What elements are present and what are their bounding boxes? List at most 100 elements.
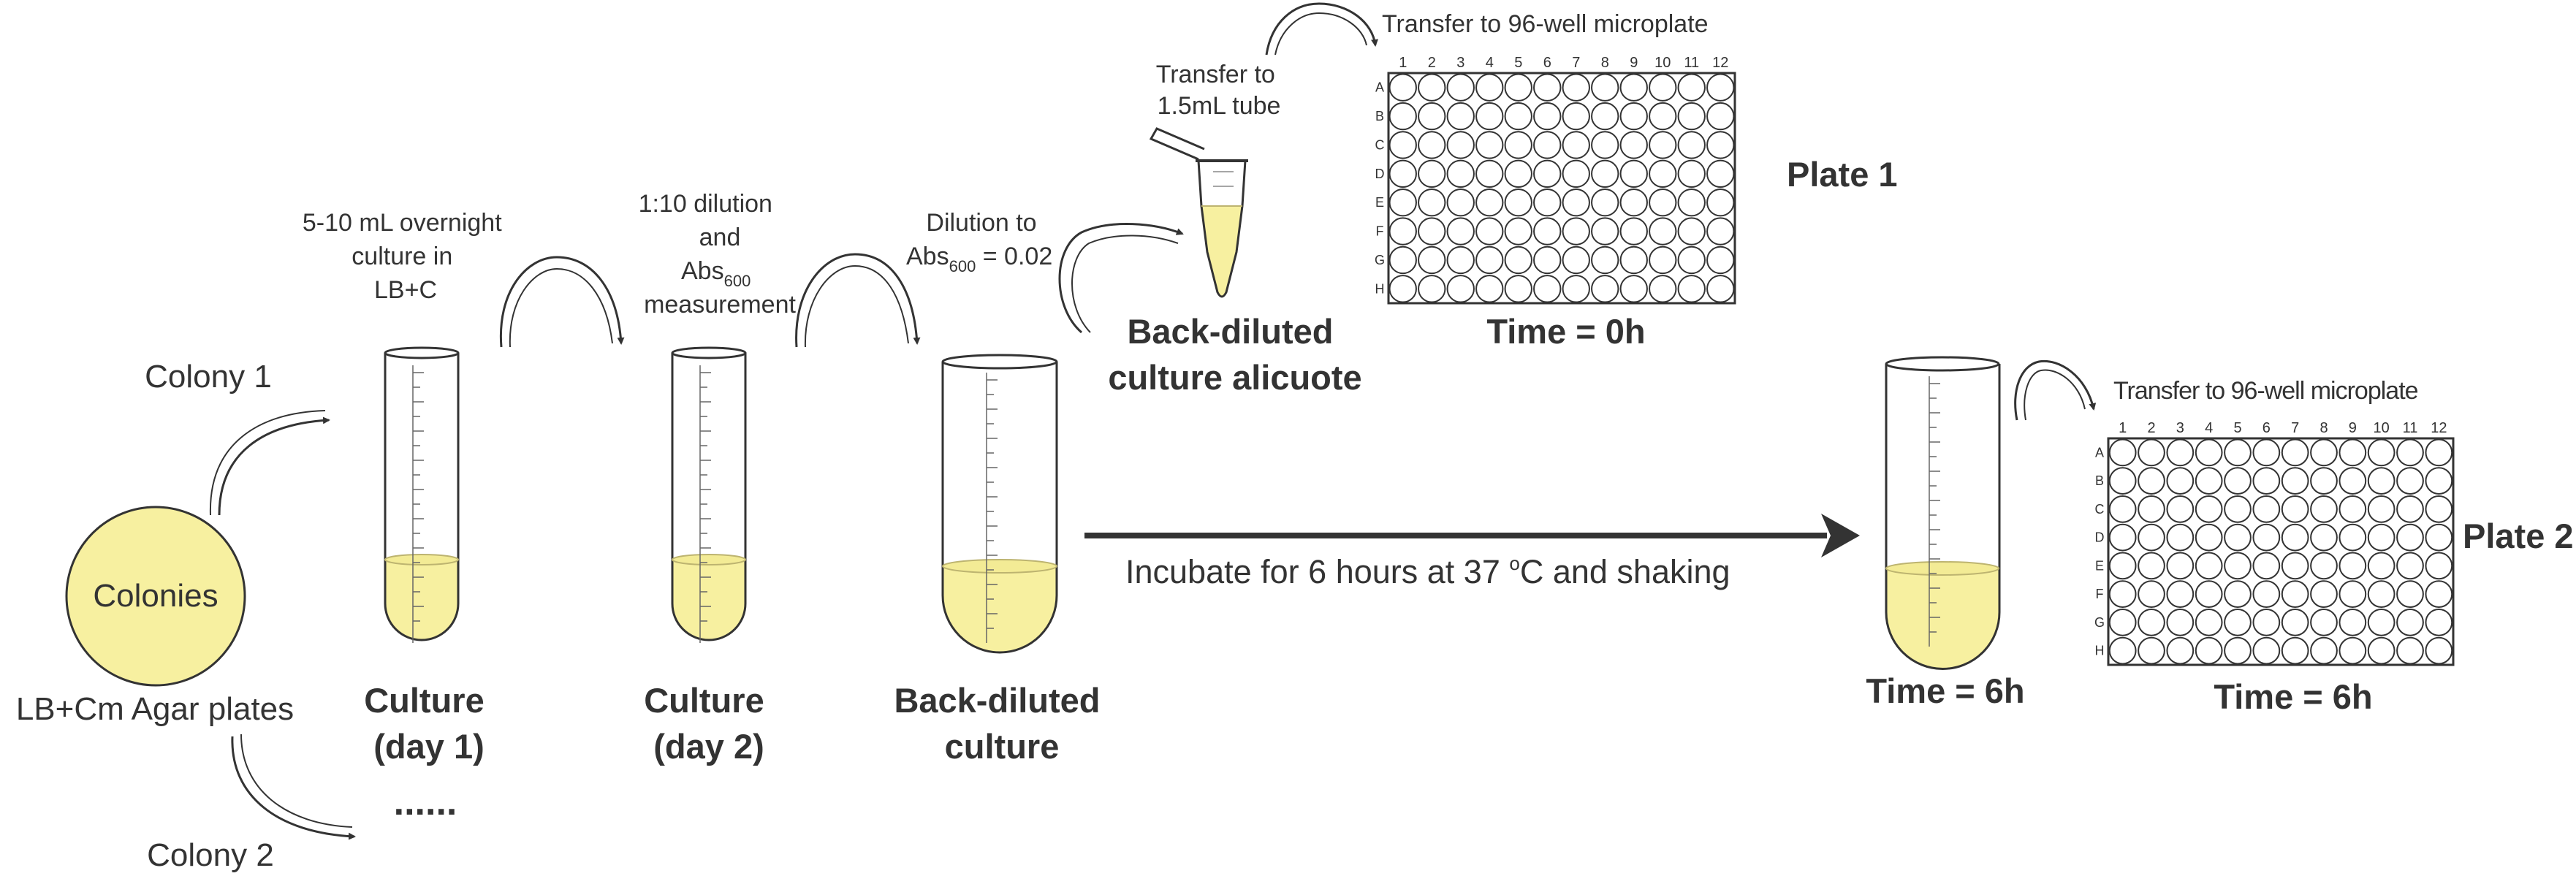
plate-column-label: 6 — [1543, 55, 1551, 71]
plate-well — [2310, 580, 2338, 608]
tube-6h-caption: Time = 6h — [1866, 671, 2024, 710]
plate-well — [2310, 609, 2338, 636]
plate-well — [1446, 102, 1475, 131]
back-diluted-liquid — [943, 566, 1057, 652]
plate-well — [2108, 609, 2137, 636]
tube-6h-liquid — [1886, 568, 1999, 669]
plate-well — [1446, 188, 1475, 217]
plate-column-label: 3 — [2176, 420, 2184, 436]
aliquot-microtube — [1149, 127, 1248, 298]
plate-well — [2224, 552, 2252, 580]
plate-well — [1418, 159, 1446, 188]
dilution-arrow-1 — [499, 256, 625, 348]
plate-well — [2195, 467, 2223, 495]
plate-well — [1446, 159, 1475, 188]
plate-well — [1591, 245, 1619, 275]
plate-well — [2195, 580, 2223, 608]
plate-well — [2396, 636, 2424, 665]
plate-well — [2425, 438, 2453, 467]
plate-well — [1388, 102, 1417, 131]
plate-well — [2310, 523, 2338, 552]
plate-well — [1562, 131, 1590, 159]
plate-well — [1677, 217, 1706, 245]
plate-well — [1418, 102, 1446, 131]
plate-well — [2425, 636, 2453, 665]
plate-well — [2367, 636, 2395, 665]
plate-1-transfer-arrow — [1265, 2, 1378, 56]
plate-1-time: Time = 0h — [1486, 312, 1645, 351]
plate-well — [2166, 523, 2195, 552]
plate-well — [2252, 636, 2281, 665]
plate-well — [2138, 467, 2165, 495]
plate-column-label: 9 — [1630, 55, 1638, 71]
plate-well — [1388, 131, 1417, 159]
tube-2-liquid — [672, 560, 745, 640]
plate-well — [2281, 523, 2309, 552]
plate-well — [1619, 275, 1648, 303]
plate-well — [2195, 495, 2223, 523]
plate-column-label: 4 — [2205, 420, 2213, 436]
plate-well — [1706, 217, 1735, 245]
agar-plate-label: Colonies — [93, 578, 218, 614]
step-1-label: 5-10 mL overnight culture in LB+C — [303, 209, 509, 304]
plate-well — [2396, 438, 2424, 467]
plate-well — [2338, 523, 2367, 552]
abs-subscript: 600 — [949, 257, 976, 275]
plate-well — [2252, 580, 2281, 608]
agar-plate: Colonies — [65, 506, 246, 687]
plate-column-label: 8 — [1601, 55, 1609, 71]
plate-well — [2138, 438, 2165, 467]
plate-column-label: 11 — [2403, 420, 2418, 436]
plate-well — [1504, 217, 1532, 245]
tube-1-body — [384, 353, 460, 641]
plate-row-label: B — [1375, 109, 1384, 123]
plate-well — [1418, 73, 1446, 102]
plate-2-transfer-label: Transfer to 96-well microplate — [2113, 377, 2418, 405]
plate-well — [1677, 102, 1706, 131]
plate-1-name: Plate 1 — [1787, 155, 1898, 194]
plate-well — [1388, 188, 1417, 217]
plate-column-label: 1 — [2119, 420, 2127, 436]
plate-well — [2281, 467, 2309, 495]
plate-well — [1649, 275, 1677, 303]
plate-well — [1619, 245, 1648, 275]
plate-well — [1649, 245, 1677, 275]
plate-2-transfer-arrow — [2014, 359, 2097, 421]
plate-well — [2281, 580, 2309, 608]
step-2-abs-label: Abs600 — [681, 257, 751, 290]
plate-well — [2338, 580, 2367, 608]
plate-well — [1677, 275, 1706, 303]
plate-well — [2425, 609, 2453, 636]
plate-well — [2338, 636, 2367, 665]
plate-well — [2195, 609, 2223, 636]
plate-well — [1418, 131, 1446, 159]
plate-well — [1619, 131, 1648, 159]
plate-well — [1475, 159, 1504, 188]
plate-column-label: 5 — [1514, 55, 1522, 71]
plate-well — [1562, 159, 1590, 188]
plate-well — [2396, 552, 2424, 580]
plate-well — [1706, 73, 1735, 102]
plate-row-label: F — [1376, 224, 1384, 239]
plate-well — [2425, 552, 2453, 580]
plate-well — [1504, 245, 1532, 275]
plate-well — [2224, 609, 2252, 636]
plate-column-label: 2 — [2147, 420, 2155, 436]
plate-well — [1418, 275, 1446, 303]
plate-well — [2396, 495, 2424, 523]
plate-well — [1533, 73, 1562, 102]
plate-well — [2281, 636, 2309, 665]
plate-row-label: H — [2095, 644, 2105, 658]
plate-well — [1418, 245, 1446, 275]
plate-well — [2338, 552, 2367, 580]
plate-well — [1475, 73, 1504, 102]
plate-well — [1475, 131, 1504, 159]
abs-value: = 0.02 — [976, 243, 1052, 270]
microplate-frame — [1387, 72, 1736, 305]
plate-well — [1619, 102, 1648, 131]
plate-well — [2396, 523, 2424, 552]
plate-well — [1388, 275, 1417, 303]
plate-well — [2195, 552, 2223, 580]
